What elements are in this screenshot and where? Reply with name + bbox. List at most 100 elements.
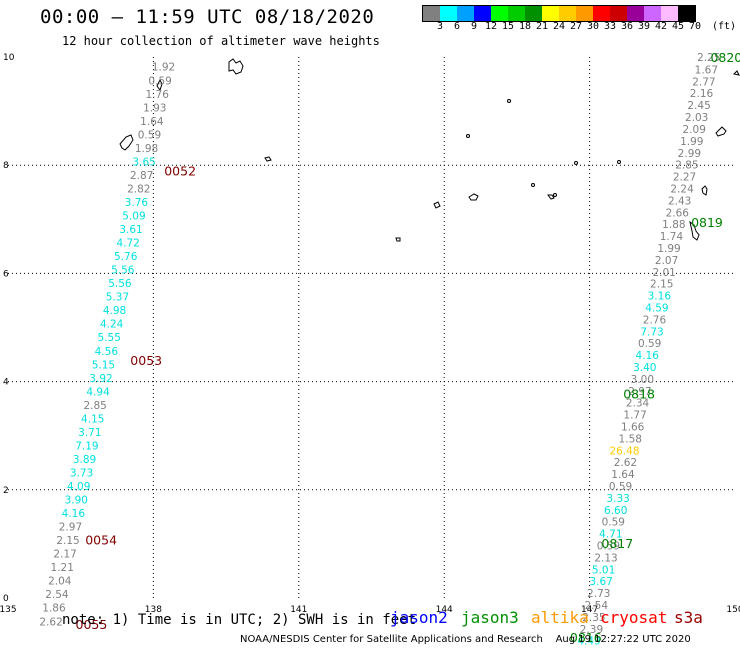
satellite-legend-jason3: jason3: [461, 608, 519, 627]
wave-height-label: 26.48: [609, 445, 639, 457]
x-axis-tick-label: 138: [145, 605, 162, 615]
color-scale-tick: 42: [654, 21, 668, 32]
wave-height-label: 2.15: [650, 279, 673, 291]
wave-height-label: 5.37: [106, 292, 129, 304]
wave-height-label: 2.09: [683, 124, 706, 136]
wave-height-label: 2.35: [582, 612, 605, 624]
wave-height-label: 2.15: [56, 535, 79, 547]
island-outline: [553, 193, 557, 197]
island-outline: [228, 58, 244, 75]
satellite-legend-cryosat: cryosat: [600, 608, 668, 627]
wave-height-label: 2.25: [697, 52, 720, 64]
wave-height-label: 4.24: [100, 319, 124, 331]
color-scale-tick: 24: [552, 21, 566, 32]
wave-height-label: 3.61: [119, 224, 142, 236]
color-scale-bar: [422, 5, 696, 22]
island-outline: [468, 193, 479, 201]
credit-org: NOAA/NESDIS Center for Satellite Applica…: [240, 634, 543, 645]
time-label: 0820: [710, 50, 740, 65]
island-outline: [507, 99, 511, 103]
wave-height-label: 1.21: [51, 562, 74, 574]
color-scale-tick: 70: [688, 21, 702, 32]
wave-height-label: 5.56: [111, 265, 135, 277]
wave-height-label: 4.98: [103, 305, 126, 317]
wave-height-label: 1.77: [623, 410, 646, 422]
wave-height-label: 6.60: [604, 505, 627, 517]
wave-height-label: 3.73: [70, 467, 93, 479]
wave-height-label: 3.65: [132, 156, 155, 168]
wave-height-label: 3.71: [78, 427, 101, 439]
wave-height-label: 7.19: [75, 440, 98, 452]
wave-height-label: 2.82: [127, 183, 150, 195]
wave-height-label: 2.97: [628, 386, 651, 398]
color-swatch: [457, 6, 474, 21]
island-outline: [264, 156, 272, 162]
color-scale-tick: 30: [586, 21, 600, 32]
wave-height-label: 1.99: [680, 136, 703, 148]
wave-height-label: 0.59: [597, 541, 620, 553]
credit-line: NOAA/NESDIS Center for Satellite Applica…: [240, 634, 691, 645]
wave-height-label: 3.33: [606, 493, 629, 505]
wave-height-label: 5.56: [108, 278, 132, 290]
wave-height-label: 2.04: [48, 576, 72, 588]
wave-height-label: 4.94: [86, 386, 110, 398]
color-swatch: [542, 6, 559, 21]
wave-height-label: 3.89: [73, 454, 96, 466]
wave-height-label: 0.59: [148, 75, 171, 87]
island-outline: [715, 126, 727, 137]
color-scale-tick: 9: [470, 21, 478, 32]
wave-height-label: 4.72: [116, 238, 139, 250]
y-axis-tick-label: 8: [3, 161, 9, 171]
wave-height-label: 4.71: [599, 529, 622, 541]
wave-height-label: 4.09: [67, 481, 90, 493]
color-scale-unit: (ft): [711, 21, 737, 32]
wave-height-label: 1.58: [619, 433, 642, 445]
wave-height-label: 5.55: [98, 332, 121, 344]
island-outline: [617, 160, 621, 164]
color-scale-tick: 12: [484, 21, 498, 32]
wave-height-label: 3.16: [648, 291, 672, 303]
x-axis-tick-label: 147: [581, 605, 598, 615]
color-swatch: [627, 6, 644, 21]
wave-height-label: 0.59: [609, 481, 632, 493]
x-axis-tick-label: 144: [436, 605, 453, 615]
wave-height-label: 1.64: [611, 469, 635, 481]
color-swatch: [491, 6, 508, 21]
wave-height-label: 1.88: [662, 219, 685, 231]
wave-height-label: 2.85: [83, 400, 106, 412]
wave-height-label: 4.56: [95, 346, 119, 358]
wave-height-label: 1.67: [695, 64, 718, 76]
x-axis-tick-label: 141: [290, 605, 307, 615]
color-swatch: [593, 6, 610, 21]
wave-height-label: 3.90: [65, 495, 88, 507]
wave-height-label: 1.76: [146, 89, 170, 101]
island-outline: [732, 70, 740, 76]
time-label: 0053: [130, 353, 162, 368]
color-swatch: [423, 6, 440, 21]
wave-height-label: 4.15: [81, 413, 104, 425]
wave-height-label: 1.92: [152, 62, 175, 74]
satellite-legend-jason2: jason2: [390, 608, 448, 627]
wave-height-label: 1.93: [143, 102, 166, 114]
wave-height-label: 2.73: [587, 588, 610, 600]
color-scale-tick: 21: [535, 21, 549, 32]
x-axis-tick-label: 135: [0, 605, 17, 615]
wave-height-label: 4.59: [645, 302, 668, 314]
y-axis-tick-label: 10: [3, 53, 15, 63]
wave-height-label: 2.45: [687, 100, 710, 112]
color-swatch: [610, 6, 627, 21]
wave-height-label: 2.17: [53, 549, 76, 561]
wave-height-label: 2.43: [668, 195, 691, 207]
color-scale-tick: 15: [501, 21, 515, 32]
time-label: 0052: [164, 164, 196, 179]
wave-height-label: 2.76: [643, 314, 667, 326]
color-swatch: [508, 6, 525, 21]
wave-height-label: 2.27: [673, 172, 696, 184]
wave-height-label: 2.01: [652, 267, 675, 279]
island-outline: [574, 161, 578, 165]
color-swatch: [474, 6, 491, 21]
page-subtitle: 12 hour collection of altimeter wave hei…: [62, 34, 380, 48]
time-label: 0055: [76, 617, 108, 632]
color-scale-tick: 36: [620, 21, 634, 32]
